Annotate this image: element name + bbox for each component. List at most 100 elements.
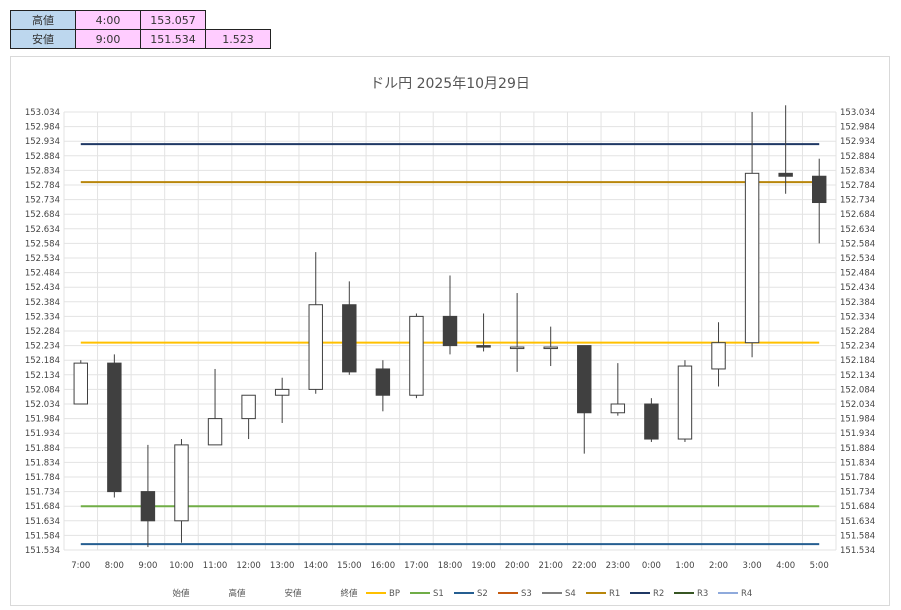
y-tick-left: 151.734 — [25, 488, 60, 498]
candle-body — [744, 172, 760, 344]
candle-body — [107, 362, 122, 493]
y-tick-right: 153.034 — [840, 108, 875, 118]
low-label: 安値 — [10, 29, 76, 49]
y-tick-right: 152.634 — [840, 225, 875, 235]
legend-label-r2: R2 — [653, 589, 664, 599]
x-tick-label: 7:00 — [71, 561, 90, 571]
y-tick-left: 152.034 — [25, 400, 60, 410]
legend-label-s4: S4 — [565, 589, 576, 599]
x-tick-label: 9:00 — [138, 561, 157, 571]
candle-body — [577, 345, 592, 414]
x-tick-label: 19:00 — [471, 561, 496, 571]
x-tick-label: 17:00 — [404, 561, 429, 571]
y-tick-left: 152.834 — [25, 166, 60, 176]
legend-label-s3: S3 — [521, 589, 532, 599]
y-tick-right: 151.834 — [840, 458, 875, 468]
high-value: 153.057 — [140, 10, 206, 30]
y-tick-left: 152.384 — [25, 298, 60, 308]
y-tick-left: 151.534 — [25, 546, 60, 556]
y-tick-left: 151.684 — [25, 502, 60, 512]
y-tick-left: 152.634 — [25, 225, 60, 235]
x-tick-label: 5:00 — [810, 561, 829, 571]
y-tick-right: 152.784 — [840, 181, 875, 191]
y-tick-right: 151.684 — [840, 502, 875, 512]
candle-body — [543, 346, 558, 350]
y-tick-right: 152.384 — [840, 298, 875, 308]
y-tick-left: 151.584 — [25, 531, 60, 541]
y-tick-left: 152.334 — [25, 312, 60, 322]
y-tick-left: 152.184 — [25, 356, 60, 366]
candle-body — [140, 491, 156, 522]
x-tick-label: 18:00 — [438, 561, 463, 571]
y-tick-left: 151.834 — [25, 458, 60, 468]
y-tick-right: 152.484 — [840, 269, 875, 279]
y-tick-left: 152.934 — [25, 137, 60, 147]
y-tick-left: 152.884 — [25, 152, 60, 162]
y-tick-right: 152.834 — [840, 166, 875, 176]
legend-label-r1: R1 — [609, 589, 620, 599]
candle-body — [241, 394, 256, 420]
y-tick-right: 151.884 — [840, 444, 875, 454]
y-tick-left: 152.084 — [25, 385, 60, 395]
y-tick-right: 152.434 — [840, 283, 875, 293]
y-tick-left: 152.984 — [25, 123, 60, 133]
y-tick-left: 152.284 — [25, 327, 60, 337]
y-tick-left: 152.434 — [25, 283, 60, 293]
legend-label-bp: BP — [389, 589, 400, 599]
x-tick-label: 3:00 — [743, 561, 762, 571]
legend-ohlc-label: 終値 — [340, 588, 358, 599]
legend-ohlc-label: 始値 — [172, 588, 190, 599]
high-time: 4:00 — [75, 10, 141, 30]
candles — [73, 105, 827, 548]
axes: 153.034 153.034 152.984 152.984 152.934 152.9… — [25, 108, 875, 571]
y-tick-right: 152.684 — [840, 210, 875, 220]
y-tick-left: 151.884 — [25, 444, 60, 454]
y-tick-left: 152.684 — [25, 210, 60, 220]
legend: 始値 高値 安値 終値 BP S1 S2 S3 S4 R1 R2 R3 R4 — [172, 588, 752, 599]
y-tick-left: 153.034 — [25, 108, 60, 118]
chart-title: ドル円 2025年10月29日 — [370, 76, 530, 92]
x-tick-label: 11:00 — [203, 561, 228, 571]
y-tick-right: 152.084 — [840, 385, 875, 395]
candle-body — [476, 345, 491, 348]
range-value: 1.523 — [205, 29, 271, 49]
candle-body — [677, 365, 693, 440]
y-tick-left: 152.234 — [25, 342, 60, 352]
candle-body — [711, 342, 726, 370]
y-tick-right: 152.734 — [840, 196, 875, 206]
y-tick-right: 151.534 — [840, 546, 875, 556]
y-tick-right: 152.184 — [840, 356, 875, 366]
x-tick-label: 1:00 — [675, 561, 694, 571]
candle-body — [442, 315, 458, 347]
candle-body — [73, 362, 88, 405]
x-tick-label: 21:00 — [538, 561, 563, 571]
y-tick-right: 152.934 — [840, 137, 875, 147]
y-tick-right: 152.884 — [840, 152, 875, 162]
low-time: 9:00 — [75, 29, 141, 49]
candle-body — [207, 418, 223, 446]
y-tick-left: 152.134 — [25, 371, 60, 381]
candle-body — [778, 172, 793, 177]
low-value: 151.534 — [140, 29, 206, 49]
candle-body — [308, 304, 323, 390]
y-tick-right: 151.984 — [840, 415, 875, 425]
legend-label-s2: S2 — [477, 589, 488, 599]
candle-body — [274, 388, 290, 396]
y-tick-right: 152.134 — [840, 371, 875, 381]
legend-label-r3: R3 — [697, 589, 708, 599]
high-label: 高値 — [10, 10, 76, 30]
y-tick-left: 152.584 — [25, 239, 60, 249]
candle-body — [342, 304, 357, 373]
y-tick-right: 152.334 — [840, 312, 875, 322]
y-tick-right: 151.784 — [840, 473, 875, 483]
legend-label-s1: S1 — [433, 589, 444, 599]
y-tick-left: 152.784 — [25, 181, 60, 191]
x-tick-label: 8:00 — [105, 561, 124, 571]
candle-body — [409, 315, 424, 396]
y-tick-right: 151.634 — [840, 517, 875, 527]
x-tick-label: 13:00 — [270, 561, 295, 571]
candle-body — [812, 175, 827, 204]
y-tick-right: 152.034 — [840, 400, 875, 410]
candle-body — [375, 368, 391, 396]
y-tick-right: 152.534 — [840, 254, 875, 264]
